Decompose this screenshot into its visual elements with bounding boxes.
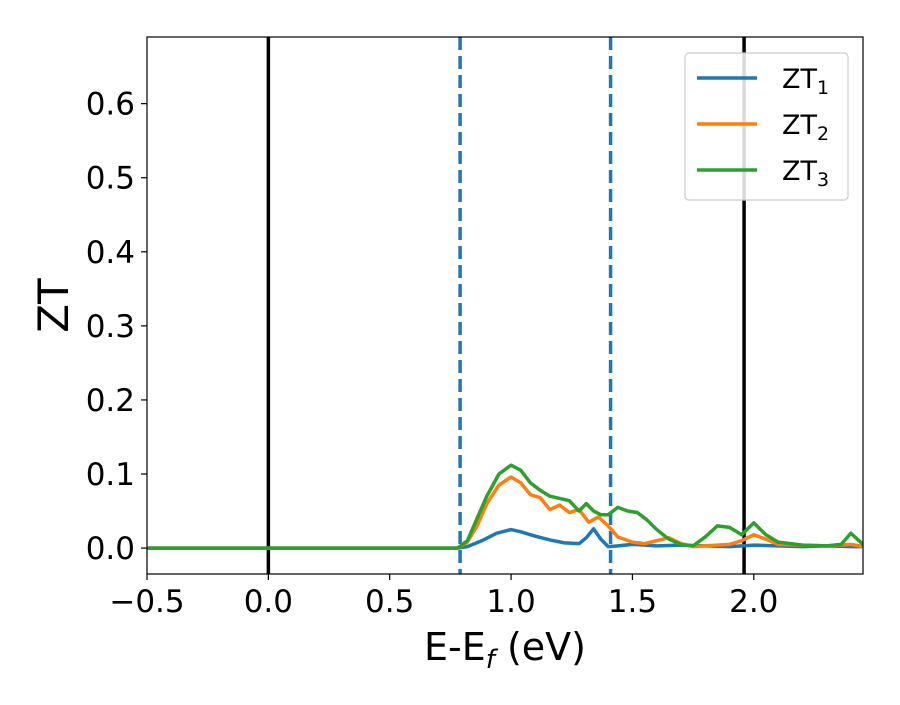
y-tick-label: 0.0 xyxy=(86,531,135,567)
x-tick-label: 2.0 xyxy=(729,584,778,620)
x-tick-label: 1.0 xyxy=(486,584,535,620)
legend-label: ZT1 xyxy=(782,64,829,99)
y-tick-label: 0.6 xyxy=(86,87,135,123)
legend-label: ZT2 xyxy=(782,110,829,145)
x-axis-label: E-Ef (eV) xyxy=(424,625,586,675)
x-tick-label: 0.0 xyxy=(244,584,293,620)
y-tick-label: 0.3 xyxy=(86,309,135,345)
legend-box xyxy=(684,52,849,201)
y-tick-label: 0.4 xyxy=(86,235,135,271)
y-tick-label: 0.1 xyxy=(86,457,135,493)
series-line-zt3 xyxy=(147,463,863,550)
x-tick-label: 0.5 xyxy=(365,584,414,620)
y-tick-label: 0.5 xyxy=(86,161,135,197)
legend-label: ZT3 xyxy=(782,156,829,191)
x-tick-label: 1.5 xyxy=(608,584,657,620)
series-line-zt2 xyxy=(147,475,863,550)
y-tick-label: 0.2 xyxy=(86,383,135,419)
plot-frame xyxy=(146,36,864,575)
y-axis-label: ZT xyxy=(29,278,78,333)
series-line-zt1 xyxy=(147,527,863,550)
x-tick-label: −0.5 xyxy=(109,584,184,620)
